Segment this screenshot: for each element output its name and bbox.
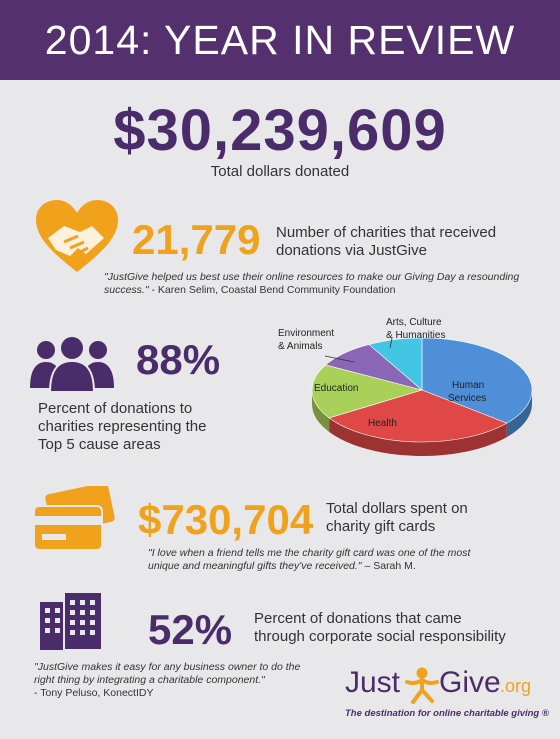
pie-slice-arts-culture-humanities xyxy=(368,337,423,391)
pie-side-1 xyxy=(329,417,507,456)
charities-count-label: Number of charities that received donati… xyxy=(276,224,497,259)
chart-label-human-services-2: Services xyxy=(448,393,486,404)
causes-percent-label: Percent of donations to charities repres… xyxy=(38,400,207,453)
gift-card-icon xyxy=(33,486,115,551)
justgive-logo[interactable]: Just Give .org The destination for onlin… xyxy=(345,666,549,726)
people-group-icon xyxy=(30,335,114,392)
chart-label-education: Education xyxy=(314,383,358,394)
corporate-percent-label: Percent of donations that came through c… xyxy=(254,610,506,645)
pie-side-0 xyxy=(506,390,532,438)
pie-slice-human-services xyxy=(421,337,533,424)
cause-areas-pie-chart: Environment & Animals Arts, Culture & Hu… xyxy=(278,317,533,456)
gift-cards-label: Total dollars spent on charity gift card… xyxy=(326,500,468,535)
chart-label-environment-1: Environment xyxy=(278,328,334,339)
person-logo-icon xyxy=(405,667,439,704)
page-title: 2014: YEAR IN REVIEW xyxy=(0,0,560,80)
corporate-quote: "JustGive makes it easy for any business… xyxy=(34,661,301,699)
gift-cards-value: $730,704 xyxy=(138,496,314,543)
chart-label-health: Health xyxy=(368,418,397,429)
chart-label-arts-2: & Humanities xyxy=(386,330,445,341)
pie-side-2 xyxy=(312,390,330,432)
chart-label-arts-1: Arts, Culture xyxy=(386,317,442,328)
pie-slice-health xyxy=(328,389,508,443)
charities-count-value: 21,779 xyxy=(132,216,261,263)
pie-slice-education xyxy=(311,364,424,419)
chart-label-environment-2: & Animals xyxy=(278,341,322,352)
causes-percent-value: 88% xyxy=(136,336,221,383)
logo-just-text: Just xyxy=(345,666,401,699)
corporate-percent-value: 52% xyxy=(148,606,233,653)
charities-quote: "JustGive helped us best use their onlin… xyxy=(104,271,520,296)
heart-hands-icon xyxy=(36,200,118,272)
total-dollars-value: $30,239,609 xyxy=(113,98,447,163)
chart-label-human-services-1: Human xyxy=(452,380,484,391)
office-building-icon xyxy=(40,591,103,650)
logo-org-text: .org xyxy=(500,676,532,696)
total-dollars-label: Total dollars donated xyxy=(210,163,350,180)
gift-cards-quote: "I love when a friend tells me the chari… xyxy=(148,547,471,572)
logo-tagline: The destination for online charitable gi… xyxy=(345,708,549,719)
logo-give-text: Give xyxy=(439,666,501,699)
